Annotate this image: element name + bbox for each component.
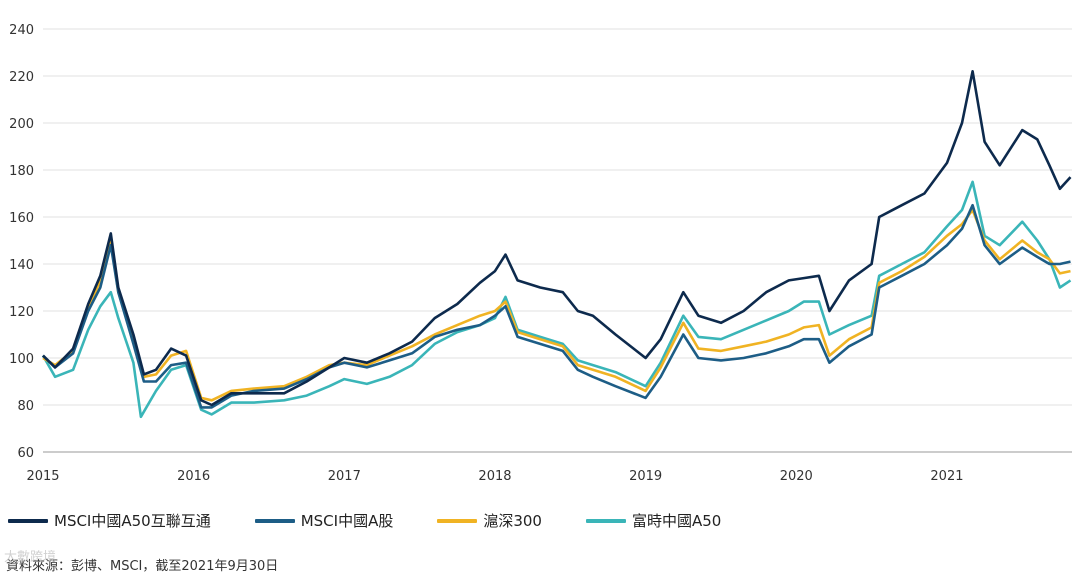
legend-item: MSCI中國A股	[254, 510, 394, 531]
legend-label: MSCI中國A股	[300, 512, 394, 530]
y-tick-label: 80	[17, 399, 34, 414]
legend-swatch	[254, 518, 295, 523]
x-tick-label: 2019	[629, 469, 662, 484]
x-tick-label: 2021	[930, 469, 963, 484]
y-axis-ticks: 60 80 100 120 140 160 180 200 220 240	[9, 23, 34, 461]
source-note: 資料來源：彭博、MSCI，截至2021年9月30日	[6, 559, 279, 574]
legend: MSCI中國A50互聯互通 MSCI中國A股 滬深300 富時中國A50	[8, 510, 721, 531]
x-axis-ticks: 2015 2016 2017 2018 2019 2020 2021	[26, 469, 963, 484]
x-tick-label: 2015	[26, 469, 59, 484]
y-tick-label: 140	[9, 258, 34, 273]
y-tick-label: 220	[9, 70, 34, 85]
legend-item: 滬深300	[437, 510, 542, 531]
series-line-2	[42, 208, 1071, 402]
y-tick-label: 240	[9, 23, 34, 38]
x-tick-label: 2020	[780, 469, 813, 484]
series-line-0	[42, 70, 1072, 407]
y-tick-label: 180	[9, 164, 34, 179]
y-tick-label: 60	[17, 446, 34, 461]
legend-swatch	[437, 518, 478, 523]
legend-swatch	[8, 518, 48, 523]
y-tick-label: 120	[9, 305, 34, 320]
y-tick-label: 160	[9, 211, 34, 226]
x-tick-label: 2016	[177, 469, 210, 484]
watermark: 大數跨境	[4, 550, 57, 565]
legend-swatch	[585, 518, 626, 523]
series-line-1	[42, 203, 1071, 409]
series-line-3	[41, 180, 1072, 419]
x-tick-label: 2017	[328, 469, 361, 484]
legend-label: 富時中國A50	[631, 512, 722, 530]
x-tick-label: 2018	[478, 469, 511, 484]
legend-label: 滬深300	[483, 512, 542, 530]
legend-item: MSCI中國A50互聯互通	[8, 510, 211, 531]
gridlines	[43, 28, 1072, 406]
y-tick-label: 100	[9, 352, 34, 367]
legend-item: 富時中國A50	[585, 510, 722, 531]
series-lines	[41, 70, 1072, 419]
y-tick-label: 200	[9, 117, 34, 132]
legend-label: MSCI中國A50互聯互通	[54, 512, 211, 530]
